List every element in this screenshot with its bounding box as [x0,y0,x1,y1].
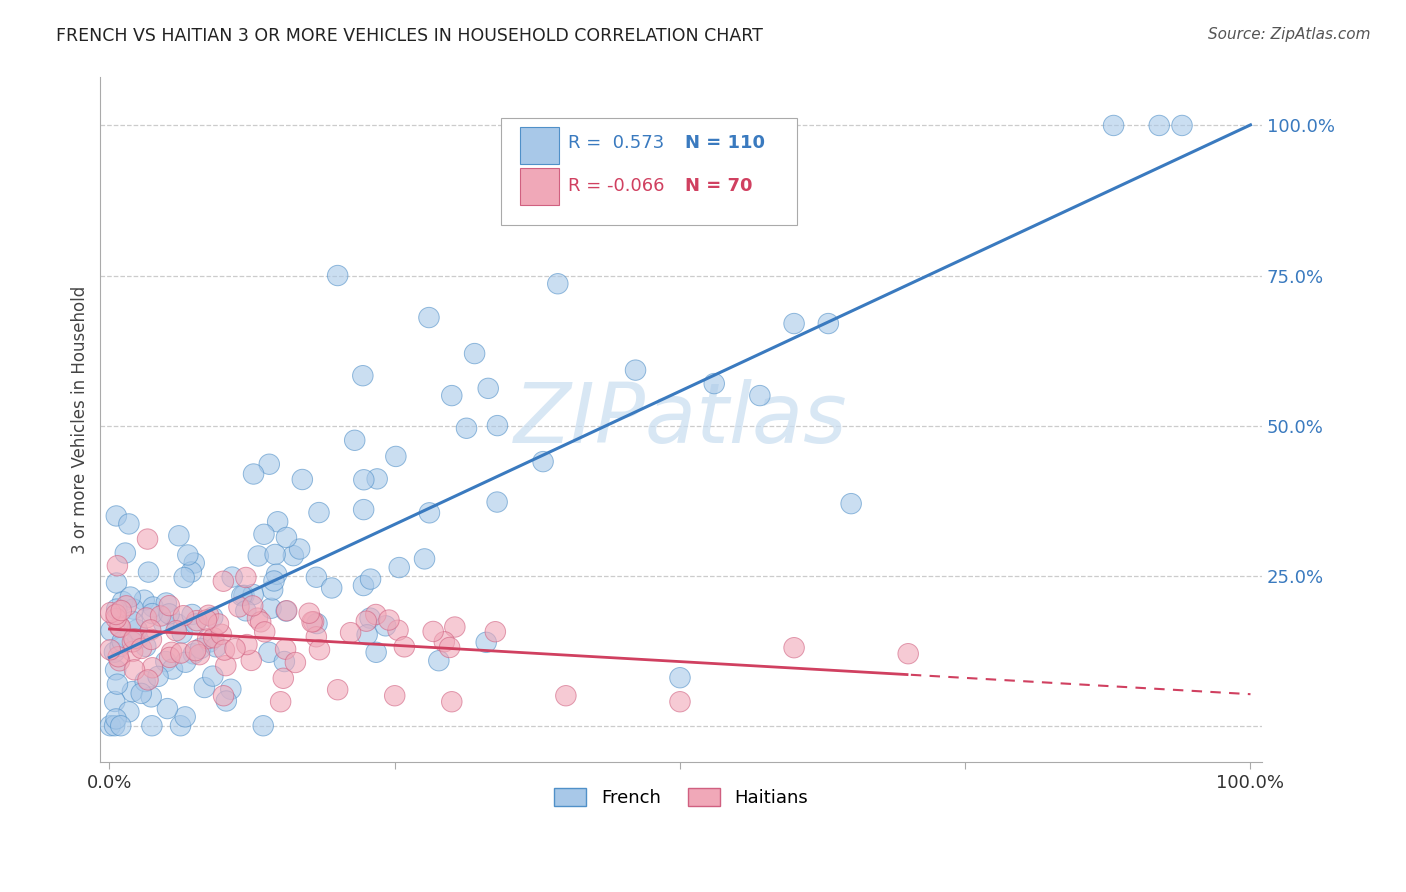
FancyBboxPatch shape [520,169,560,205]
FancyBboxPatch shape [501,119,797,225]
Text: R =  0.573: R = 0.573 [568,134,665,152]
Legend: French, Haitians: French, Haitians [547,780,815,814]
FancyBboxPatch shape [520,128,560,164]
Text: ZIPatlas: ZIPatlas [515,379,848,460]
Text: R = -0.066: R = -0.066 [568,177,665,194]
Text: N = 70: N = 70 [685,177,752,194]
Text: Source: ZipAtlas.com: Source: ZipAtlas.com [1208,27,1371,42]
Text: FRENCH VS HAITIAN 3 OR MORE VEHICLES IN HOUSEHOLD CORRELATION CHART: FRENCH VS HAITIAN 3 OR MORE VEHICLES IN … [56,27,763,45]
Text: N = 110: N = 110 [685,134,765,152]
Y-axis label: 3 or more Vehicles in Household: 3 or more Vehicles in Household [72,285,89,554]
